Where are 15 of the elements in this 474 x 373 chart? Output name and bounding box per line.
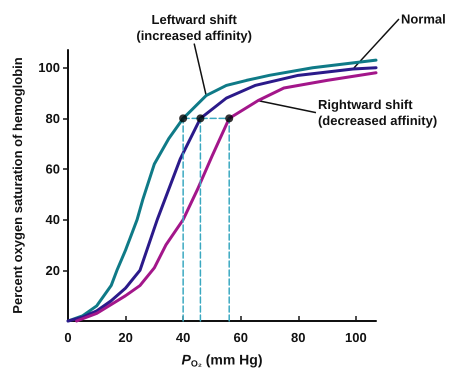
- x-tick-label: 100: [345, 330, 367, 345]
- x-tick-label: 80: [291, 330, 306, 345]
- x-tick-label: 0: [64, 330, 72, 345]
- y-tick-label: 100: [38, 60, 60, 76]
- x-tick-label: 20: [118, 330, 133, 345]
- series-label: Rightward shift (decreased affinity): [318, 97, 438, 128]
- x-tick-label: 40: [176, 330, 190, 345]
- text: Normal: [400, 11, 446, 26]
- text: Leftward shift (increased affinity): [136, 12, 252, 44]
- y-axis-title: Percent oxygen saturation of hemoglobin: [10, 57, 25, 314]
- x-tick-label: 60: [233, 330, 248, 345]
- y-tick-label: 60: [46, 162, 60, 177]
- y-tick-label: 40: [46, 212, 60, 228]
- y-tick-label: 80: [46, 110, 60, 126]
- y-tick-label: 20: [46, 262, 60, 278]
